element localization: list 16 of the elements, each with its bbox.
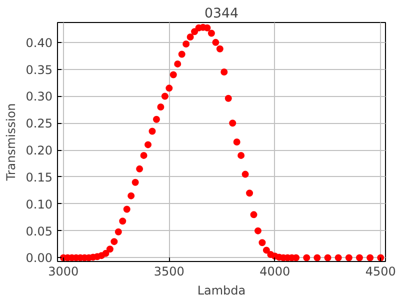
- x-tick-label: 3500: [154, 264, 184, 278]
- y-tick-label: 0.35: [26, 62, 52, 77]
- x-tick-label: 3000: [48, 264, 79, 278]
- y-tick-label: 0.00: [26, 251, 52, 266]
- y-axis-title: Transmission: [4, 103, 18, 182]
- y-tick-label: 0.20: [26, 144, 52, 158]
- y-tick-label: 0.15: [26, 170, 52, 184]
- y-tick-label: 0.40: [26, 36, 52, 50]
- y-tick-label: 0.05: [26, 224, 52, 238]
- x-axis-title: Lambda: [197, 284, 246, 298]
- chart-title: 0344: [204, 6, 238, 22]
- y-tick-label: 0.25: [26, 116, 52, 131]
- x-tick-label: 4000: [260, 264, 290, 278]
- x-tick-label: 4500: [365, 264, 396, 278]
- y-tick-label: 0.10: [26, 197, 52, 212]
- y-tick-label: 0.30: [26, 90, 52, 104]
